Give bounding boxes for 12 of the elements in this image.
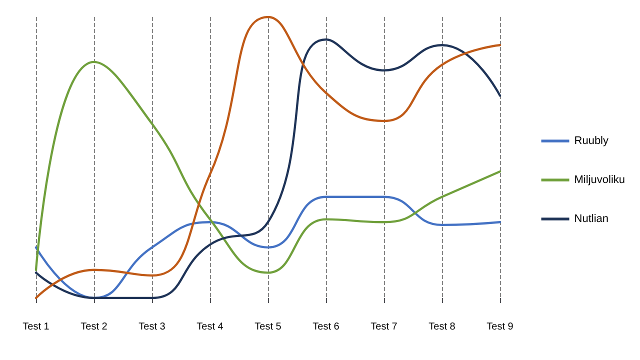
x-tick-label: Test 9 [486,322,514,332]
x-tick-label: Test 3 [138,322,166,332]
legend-label: Ruubly [574,135,610,147]
x-tick-label: Test 6 [312,322,340,332]
x-tick-label: Test 4 [196,322,224,332]
x-tick-label: Test 5 [254,322,282,332]
legend-label: Nutlian [574,213,609,225]
legend-label: Miljuvoliku [574,174,626,186]
x-tick-label: Test 7 [370,322,398,332]
x-tick-label: Test 2 [80,322,108,332]
x-tick-label: Test 8 [428,322,456,332]
x-tick-label: Test 1 [22,322,50,332]
